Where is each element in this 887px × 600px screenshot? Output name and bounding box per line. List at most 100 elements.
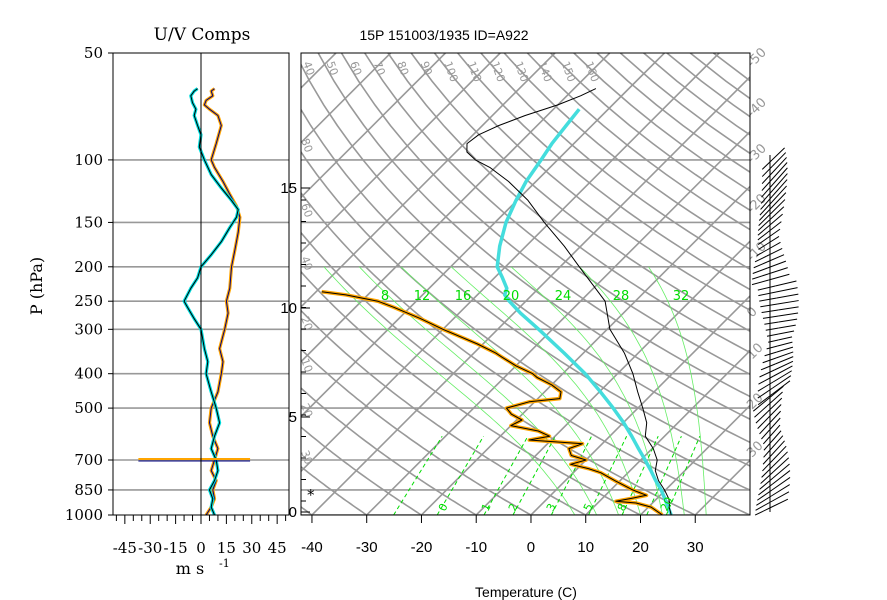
- skewt-mixing-label-2: 2: [506, 501, 521, 513]
- skewt-isotherm--80: [301, 53, 556, 309]
- skewt-moist-adiabat-28: [579, 266, 685, 515]
- skewt-adiabat-label-150: 150: [559, 60, 578, 84]
- wind-barb-tail: [765, 327, 779, 331]
- skewt-dry-adiabat-160: [503, 53, 750, 251]
- skewt-edge-label-4: 10: [298, 357, 315, 375]
- skewt-dry-adiabat-20: [301, 270, 643, 515]
- wind-barb-tail: [761, 171, 774, 184]
- skewt-mixing-ratio-1: [436, 435, 484, 515]
- uv-ytick-label-300: 300: [74, 320, 103, 338]
- wind-barb-tail: [757, 237, 768, 245]
- skewt-isotherm-50: [805, 53, 887, 515]
- skewt-isotherm-label--50: -50: [744, 45, 770, 71]
- wind-barb: [772, 167, 788, 185]
- skewt-dry-adiabat-100: [364, 53, 750, 376]
- height-tick-label-15: 15: [280, 180, 297, 197]
- wind-barb-tail: [759, 477, 774, 490]
- height-tick-label-0: 0: [289, 504, 297, 521]
- uv-x-tick-labels: -45 -30 -15 0 15 30 45: [113, 515, 287, 557]
- skewt-dry-adiabat-10: [301, 309, 588, 515]
- skewt-sounding-lines: [321, 88, 673, 515]
- skewt-dry-adiabat-40: [301, 191, 750, 515]
- skewt-adiabat-label-50: 50: [324, 60, 341, 78]
- wind-barb: [775, 287, 798, 293]
- skewt-adiabat-label-80: 80: [394, 60, 411, 78]
- wind-barb-tail: [756, 249, 768, 257]
- skewt-mixing-label-0: 0: [436, 501, 451, 513]
- skewt-dry-adiabat--10: [301, 387, 478, 515]
- skewt-edge-label-1: 60: [298, 202, 315, 220]
- uv-ytick-label-50: 50: [84, 44, 103, 62]
- wind-barb-tail: [763, 441, 772, 451]
- wind-barb: [770, 192, 787, 209]
- skewt-adiabat-label-70: 70: [371, 60, 388, 78]
- wind-barb: [772, 440, 785, 455]
- uv-ytick-label-700: 700: [74, 451, 103, 469]
- skewt-isotherm--10: [475, 240, 750, 515]
- skewt-dry-adiabat-70: [301, 62, 750, 444]
- uv-xtick-label-0: 0: [196, 539, 206, 557]
- wind-barb-tail: [757, 285, 776, 291]
- skewt-moist-adiabat-16: [400, 266, 619, 515]
- wind-barb: [771, 435, 784, 449]
- skewt-mixing-ratio-2: [483, 435, 529, 515]
- skewt-temperature-line: [466, 88, 672, 515]
- skewt-temperature-tick-labels: -40 -30 -20 -10 0 10 20 30: [301, 515, 704, 556]
- wind-barb: [766, 385, 784, 401]
- wind-barb-tail: [760, 363, 776, 371]
- skewt-isotherm--120: [301, 53, 337, 90]
- wind-barb-tail: [754, 405, 768, 418]
- skewt-adiabat-label-140: 140: [535, 60, 554, 84]
- wind-barb-tail: [758, 213, 771, 226]
- skewt-mixing-ratio-3: [512, 435, 556, 515]
- skewt-isotherm--60: [301, 53, 666, 418]
- uv-ytick-label-850: 850: [74, 481, 103, 499]
- wind-barb-tail: [761, 183, 774, 198]
- surface-marker: *: [307, 486, 315, 504]
- wind-barb-tail: [762, 435, 771, 445]
- wind-barb-tail: [762, 357, 777, 364]
- wind-barb-tail: [758, 207, 772, 221]
- uv-ytick-label-200: 200: [74, 258, 103, 276]
- uv-xtick-label--45: -45: [113, 539, 137, 557]
- wind-barb-tail: [762, 315, 779, 319]
- skewt-dry-adiabat-80: [317, 53, 750, 421]
- skewt-isotherm-10: [585, 349, 750, 515]
- wind-barb-tail: [762, 453, 773, 465]
- wind-barb: [778, 318, 798, 323]
- uv-ytick-label-400: 400: [74, 365, 103, 383]
- uv-xtick-label--15: -15: [164, 539, 188, 557]
- wind-barb: [772, 157, 787, 173]
- wind-barb-tail: [759, 297, 777, 302]
- wind-barb: [768, 273, 790, 281]
- wind-barb-tail: [759, 423, 770, 435]
- skewt-isotherm-30: [694, 459, 750, 515]
- skewt-isotherm-label--30: -30: [744, 141, 770, 167]
- wind-barb-tail: [757, 231, 769, 241]
- wind-barb: [772, 457, 790, 473]
- skewt-mixing-label-4: 5: [581, 501, 596, 513]
- wind-barb-tail: [758, 375, 774, 385]
- wind-barb-tail: [764, 351, 778, 357]
- skewt-dry-adiabat-230: [666, 53, 750, 118]
- wind-barb-tail: [762, 459, 774, 472]
- wind-barb: [768, 213, 783, 227]
- wind-barb: [772, 162, 788, 179]
- wind-barb: [775, 351, 794, 359]
- wind-barb-tail: [758, 483, 773, 496]
- wind-barb: [771, 484, 790, 497]
- wind-barb: [772, 375, 792, 389]
- wind-barb-tail: [755, 411, 768, 424]
- wind-barb: [766, 241, 781, 251]
- uv-xtick-label-15: 15: [217, 539, 236, 557]
- wind-barb: [766, 247, 783, 257]
- wind-barb: [777, 341, 793, 347]
- skewt-mixing-ratio-0.5: [393, 435, 443, 515]
- skewt-dry-adiabat--30: [301, 465, 369, 515]
- wind-barb-tail: [758, 243, 768, 250]
- skewt-isotherm--90: [301, 53, 501, 254]
- skewt-adiabat-label-40: 40: [300, 60, 317, 78]
- wind-barb: [774, 360, 794, 371]
- skewt-moist-adiabat-32: [648, 266, 707, 515]
- wind-barb: [775, 356, 794, 365]
